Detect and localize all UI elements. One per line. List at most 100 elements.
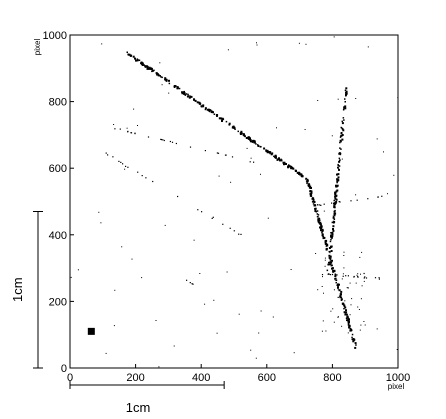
track-hit bbox=[231, 156, 234, 158]
track-hit bbox=[147, 136, 150, 138]
noise-hit bbox=[360, 273, 361, 275]
track-hit bbox=[377, 196, 379, 198]
track-hit bbox=[183, 90, 185, 93]
track-hit bbox=[107, 154, 109, 156]
track-hit bbox=[260, 146, 262, 148]
track-hit bbox=[191, 283, 193, 285]
noise-hit bbox=[337, 316, 339, 318]
track-hit bbox=[317, 216, 319, 218]
track-hit bbox=[249, 140, 252, 143]
noise-hit bbox=[325, 330, 327, 332]
track-hit bbox=[338, 153, 341, 155]
track-hit bbox=[341, 134, 344, 136]
track-hit bbox=[263, 147, 266, 150]
track-hit bbox=[329, 255, 332, 258]
noise-hit bbox=[168, 92, 170, 94]
track-hit bbox=[364, 276, 366, 278]
noise-hit bbox=[367, 46, 369, 48]
track-hit bbox=[339, 147, 341, 149]
track-hit bbox=[134, 132, 136, 134]
track-hit bbox=[347, 322, 350, 324]
track-hit bbox=[269, 152, 271, 155]
track-hit bbox=[225, 120, 228, 123]
noise-hit bbox=[70, 276, 72, 278]
noise-hit bbox=[77, 269, 79, 271]
track-hit bbox=[365, 277, 368, 279]
noise-hit bbox=[323, 210, 325, 212]
track-hit bbox=[233, 230, 235, 232]
noise-hit bbox=[213, 299, 215, 301]
track-hit bbox=[305, 180, 308, 182]
noise-hit bbox=[359, 329, 361, 331]
track-hit bbox=[336, 181, 338, 184]
track-hit bbox=[336, 173, 339, 176]
track-hit bbox=[328, 261, 330, 264]
track-hit bbox=[350, 329, 353, 331]
track-hit bbox=[339, 152, 342, 155]
noise-hit bbox=[298, 42, 300, 44]
noise-hit bbox=[250, 349, 252, 351]
noise-hit bbox=[161, 84, 163, 86]
track-hit bbox=[337, 163, 339, 166]
track-hit bbox=[328, 254, 331, 257]
noise-hit bbox=[351, 298, 353, 300]
noise-hit bbox=[376, 328, 378, 330]
track-hit bbox=[243, 134, 245, 137]
track-hit bbox=[156, 73, 159, 76]
track-hit bbox=[317, 204, 319, 206]
track-hit bbox=[335, 198, 338, 201]
noise-hit bbox=[357, 273, 359, 275]
track-hit bbox=[134, 57, 136, 60]
noise-hit bbox=[272, 316, 274, 318]
track-hit bbox=[181, 91, 184, 94]
track-hit bbox=[347, 287, 349, 289]
track-hit bbox=[328, 273, 330, 275]
noise-hit bbox=[323, 292, 324, 294]
track-hit bbox=[334, 275, 337, 277]
track-hit bbox=[310, 193, 313, 196]
noise-hit bbox=[331, 135, 333, 137]
track-hit bbox=[355, 344, 357, 346]
track-hit bbox=[292, 167, 295, 170]
track-hit bbox=[229, 227, 231, 229]
noise-hit bbox=[383, 151, 384, 153]
track-hit bbox=[151, 70, 153, 73]
noise-hit bbox=[332, 271, 334, 273]
noise-hit bbox=[387, 193, 388, 195]
track-hit bbox=[340, 148, 342, 150]
track-hit bbox=[257, 145, 260, 147]
noise-hit bbox=[121, 246, 123, 248]
noise-hit bbox=[346, 287, 348, 289]
track-hit bbox=[319, 221, 322, 224]
track-hit bbox=[112, 156, 114, 158]
track-hit bbox=[339, 293, 342, 295]
track-hit bbox=[299, 173, 302, 176]
track-hit bbox=[234, 128, 236, 130]
track-hit bbox=[141, 175, 143, 177]
track-hit bbox=[168, 82, 171, 85]
track-hit bbox=[194, 99, 197, 102]
noise-hit bbox=[158, 366, 160, 368]
track-hit bbox=[290, 167, 293, 170]
track-hit bbox=[335, 274, 337, 276]
track-hit bbox=[320, 227, 322, 230]
track-hit bbox=[213, 113, 216, 115]
track-hit bbox=[330, 238, 332, 241]
track-hit bbox=[330, 264, 333, 267]
track-hit bbox=[328, 257, 331, 259]
track-hit bbox=[332, 228, 334, 230]
track-hit bbox=[342, 275, 344, 277]
track-hit bbox=[211, 217, 213, 219]
track-hit bbox=[344, 313, 347, 316]
noise-hit bbox=[324, 257, 326, 259]
track-hit bbox=[240, 130, 243, 133]
noise-hit bbox=[322, 320, 324, 322]
track-hit bbox=[328, 247, 331, 249]
track-hit bbox=[338, 165, 341, 167]
track-hit bbox=[211, 110, 213, 113]
track-hit bbox=[277, 158, 279, 160]
y-tick-label: 200 bbox=[49, 296, 67, 308]
plot-frame bbox=[69, 34, 399, 369]
track-hit bbox=[334, 191, 337, 194]
track-hit bbox=[337, 166, 339, 169]
